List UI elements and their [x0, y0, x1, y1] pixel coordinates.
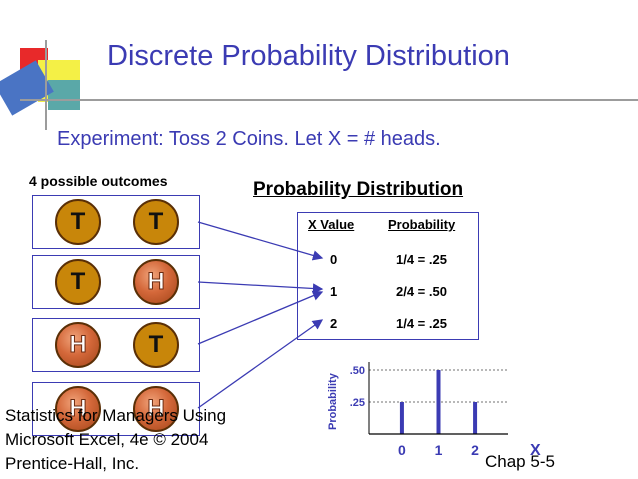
- tails-coin: T: [133, 199, 179, 245]
- table-cell-x: 1: [330, 284, 338, 299]
- heads-coin: H: [133, 386, 179, 432]
- y-tick-label: .25: [350, 397, 365, 409]
- table-cell-x: 2: [330, 316, 338, 331]
- heads-coin: H: [55, 386, 101, 432]
- bar: [399, 402, 404, 434]
- coin-face-label: H: [69, 331, 87, 359]
- experiment-text: Experiment: Toss 2 Coins. Let X = # head…: [57, 128, 441, 150]
- heads-coin: H: [55, 322, 101, 368]
- decor-horizontal-line: [20, 99, 638, 101]
- footer-line: Statistics for Managers Using: [5, 406, 227, 425]
- tails-coin: T: [133, 322, 179, 368]
- coin-face-label: T: [148, 208, 164, 235]
- chapter-label: Chap 5-5: [485, 452, 555, 471]
- coin-face-label: T: [70, 208, 86, 235]
- chart-x-ticks: 0 1 2: [398, 442, 479, 458]
- outcome-box: T H: [32, 255, 200, 309]
- table-header-probability: Probability: [388, 217, 456, 232]
- outcome-box: H H: [32, 382, 200, 436]
- coin-face-label: T: [148, 331, 164, 358]
- table-cell-x: 0: [330, 252, 338, 267]
- x-tick-label: 0: [398, 442, 406, 458]
- x-tick-label: 2: [471, 442, 479, 458]
- decor-vertical-line: [45, 40, 47, 130]
- tails-coin: T: [55, 199, 101, 245]
- table-cell-probability: 1/4 = .25: [396, 252, 447, 267]
- x-tick-label: 1: [435, 442, 443, 458]
- tails-coin: T: [55, 259, 101, 305]
- coin-face-label: T: [70, 268, 86, 295]
- bar: [436, 370, 441, 434]
- probability-table: X Value Probability 0 1/4 = .25 1 2/4 = …: [297, 212, 479, 340]
- table-cell-probability: 1/4 = .25: [396, 316, 447, 331]
- outcome-box: H T: [32, 318, 200, 372]
- footer-line: Prentice-Hall, Inc.: [5, 454, 140, 473]
- heads-coin: H: [133, 259, 179, 305]
- chart-y-ticks: .25 .50: [350, 365, 365, 409]
- outcomes-heading: 4 possible outcomes: [29, 173, 168, 189]
- coin-face-label: H: [69, 395, 87, 423]
- table-header-x: X Value: [308, 217, 355, 232]
- decor-teal-square: [48, 80, 80, 110]
- table-cell-probability: 2/4 = .50: [396, 284, 447, 299]
- footer-citation: Statistics for Managers Using Microsoft …: [5, 404, 226, 476]
- footer-line: Microsoft Excel, 4e © 2004: [5, 430, 209, 449]
- bar: [473, 402, 478, 434]
- distribution-heading: Probability Distribution: [253, 179, 464, 200]
- y-tick-label: .50: [350, 365, 365, 377]
- chart-bars: [399, 370, 478, 434]
- coin-face-label: H: [147, 268, 165, 296]
- y-axis-label: Probability: [327, 372, 339, 430]
- chart-grid: [369, 369, 508, 403]
- coin-face-label: H: [147, 395, 165, 423]
- page-title: Discrete Probability Distribution: [107, 40, 510, 72]
- outcome-box: T T: [32, 195, 200, 249]
